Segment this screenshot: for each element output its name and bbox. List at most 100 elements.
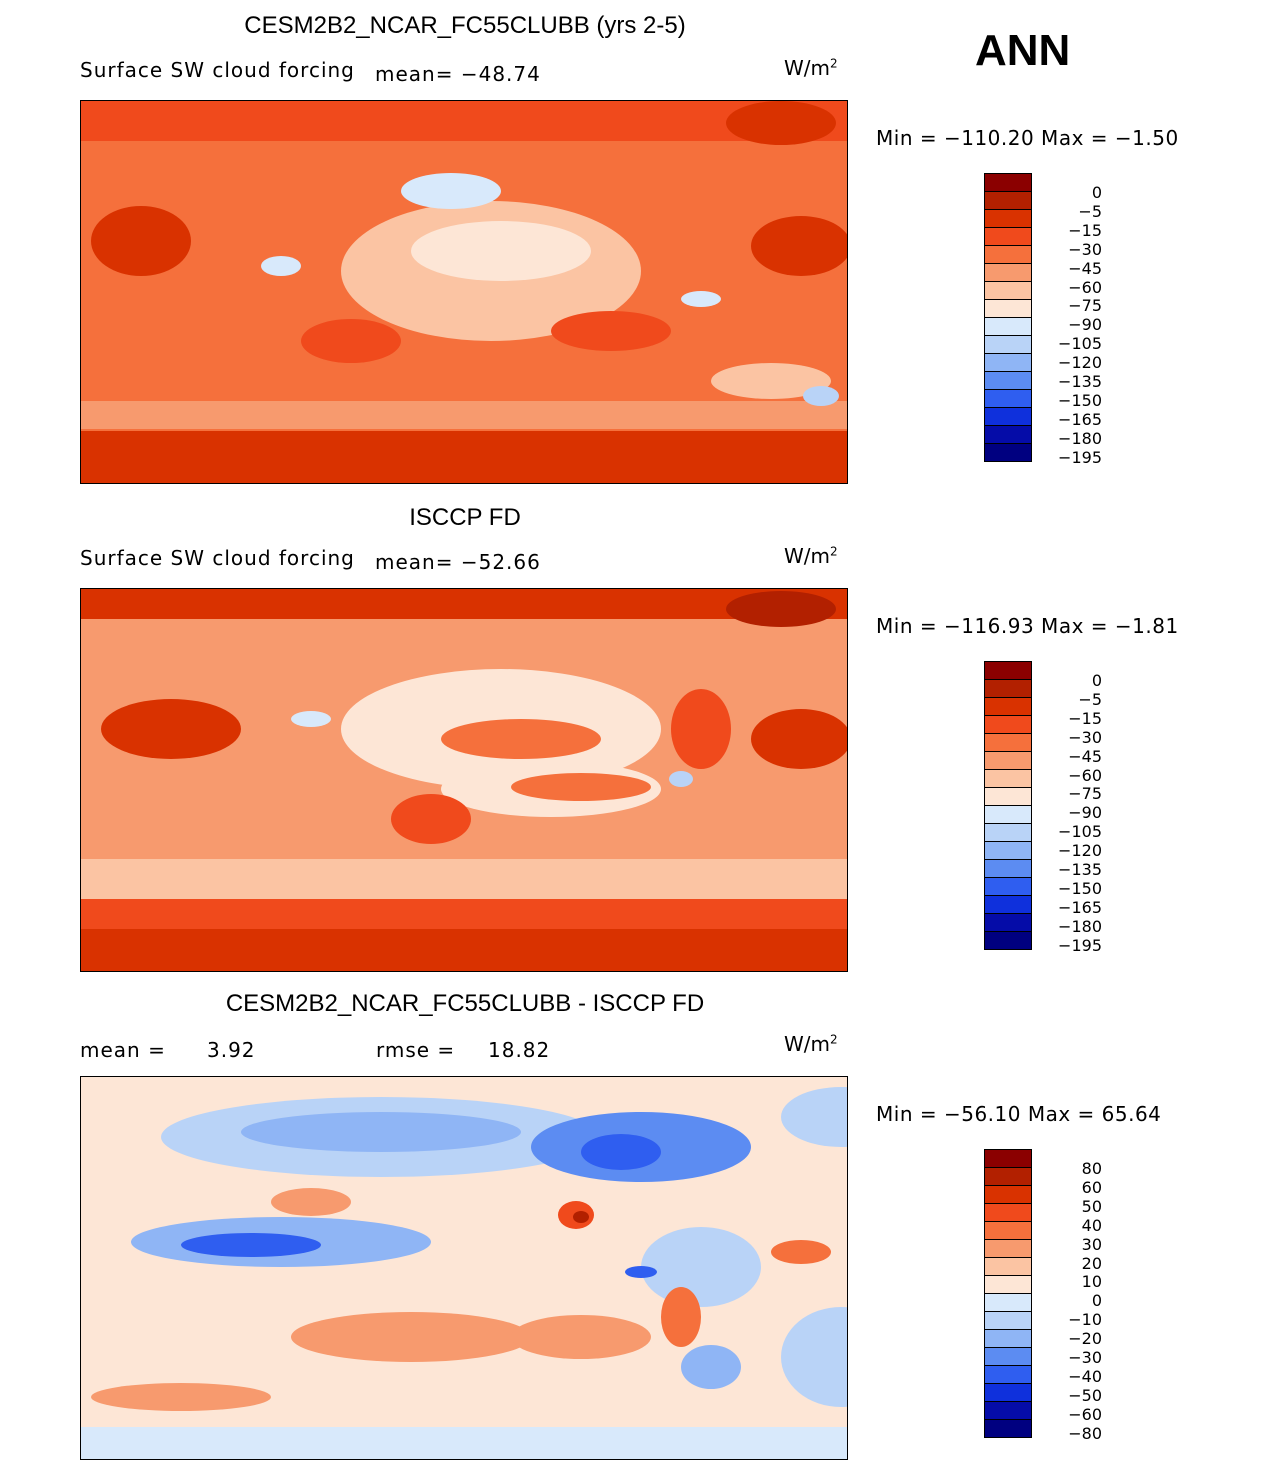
colorbar-swatch <box>984 1293 1032 1312</box>
colorbar-swatch <box>984 191 1032 210</box>
panel3-rmse-label: rmse = <box>376 1038 456 1062</box>
colorbar-label: −30 <box>1068 239 1102 259</box>
colorbar-swatch <box>984 1419 1032 1438</box>
colorbar-swatch <box>984 389 1032 408</box>
colorbar-label: −75 <box>1068 296 1102 316</box>
colorbar-label: −195 <box>1058 447 1102 467</box>
colorbar-label: −30 <box>1068 727 1102 747</box>
colorbar-swatch <box>984 823 1032 842</box>
colorbar-label: −180 <box>1058 428 1102 448</box>
colorbar-swatch <box>984 715 1032 734</box>
panel1-title: CESM2B2_NCAR_FC55CLUBB (yrs 2-5) <box>244 12 686 39</box>
colorbar-label: −165 <box>1058 409 1102 429</box>
colorbar-label: 20 <box>1081 1253 1102 1273</box>
colorbar-swatch <box>984 1311 1032 1330</box>
colorbar-swatch <box>984 895 1032 914</box>
colorbar-swatch <box>984 1203 1032 1222</box>
colorbar-swatch <box>984 679 1032 698</box>
colorbar-label: 0 <box>1091 1291 1102 1311</box>
panel3-contour-field <box>81 1077 847 1459</box>
colorbar-label: −75 <box>1068 784 1102 804</box>
colorbar-swatch <box>984 913 1032 932</box>
colorbar-label: −105 <box>1058 334 1102 354</box>
colorbar-label: −150 <box>1058 878 1102 898</box>
colorbar-swatch <box>984 1383 1032 1402</box>
colorbar-label: −30 <box>1068 1348 1102 1367</box>
colorbar-label: −40 <box>1068 1366 1102 1386</box>
colorbar-swatch <box>984 443 1032 462</box>
colorbar-swatch <box>984 1275 1032 1294</box>
colorbar-swatch <box>984 841 1032 860</box>
colorbar-label: −105 <box>1058 822 1102 842</box>
colorbar-label: −120 <box>1058 841 1102 861</box>
panel1-minmax: Min = −110.20 Max = −1.50 <box>876 126 1179 150</box>
colorbar-label: −60 <box>1068 765 1102 785</box>
panel2-colorbar <box>984 661 1032 950</box>
colorbar-label: 10 <box>1081 1272 1102 1292</box>
colorbar-label: 50 <box>1081 1196 1102 1216</box>
panel1-colorbar <box>984 173 1032 462</box>
colorbar-swatch <box>984 859 1032 878</box>
colorbar-label: −60 <box>1068 277 1102 297</box>
panel1-units: W/m2 <box>784 56 838 80</box>
colorbar-swatch <box>984 787 1032 806</box>
colorbar-swatch <box>984 733 1032 752</box>
colorbar-swatch <box>984 263 1032 282</box>
panel1-contour-field <box>81 101 847 483</box>
colorbar-label: 60 <box>1081 1177 1102 1197</box>
panel2-units: W/m2 <box>784 544 838 568</box>
colorbar-swatch <box>984 661 1032 680</box>
colorbar-label: −120 <box>1058 353 1102 373</box>
panel3-title: CESM2B2_NCAR_FC55CLUBB - ISCCP FD <box>225 990 705 1017</box>
colorbar-label: −5 <box>1078 201 1102 221</box>
colorbar-swatch <box>984 209 1032 228</box>
colorbar-swatch <box>984 425 1032 444</box>
colorbar-swatch <box>984 299 1032 318</box>
panel3-units: W/m2 <box>784 1032 838 1056</box>
colorbar-label: −90 <box>1068 315 1102 335</box>
colorbar-swatch <box>984 1239 1032 1258</box>
colorbar-swatch <box>984 245 1032 264</box>
panel2-map <box>80 588 848 972</box>
colorbar-swatch <box>984 1257 1032 1276</box>
colorbar-swatch <box>984 769 1032 788</box>
colorbar-swatch <box>984 1329 1032 1348</box>
colorbar-swatch <box>984 751 1032 770</box>
colorbar-swatch <box>984 335 1032 354</box>
colorbar-label: 0 <box>1091 671 1102 690</box>
panel2-minmax: Min = −116.93 Max = −1.81 <box>876 614 1179 638</box>
colorbar-label: −165 <box>1058 897 1102 917</box>
colorbar-swatch <box>984 317 1032 336</box>
colorbar-swatch <box>984 805 1032 824</box>
panel1-variable: Surface SW cloud forcing <box>80 58 355 82</box>
colorbar-label: −50 <box>1068 1385 1102 1405</box>
panel2-contour-field <box>81 589 847 971</box>
colorbar-swatch <box>984 1401 1032 1420</box>
colorbar-swatch <box>984 173 1032 192</box>
colorbar-swatch <box>984 1185 1032 1204</box>
season-label: ANN <box>975 26 1071 75</box>
colorbar-label: 30 <box>1081 1234 1102 1254</box>
colorbar-label: −180 <box>1058 916 1102 936</box>
colorbar-swatch <box>984 353 1032 372</box>
colorbar-label: 0 <box>1091 183 1102 202</box>
colorbar-label: −20 <box>1068 1329 1102 1349</box>
panel1-map <box>80 100 848 484</box>
colorbar-swatch <box>984 1167 1032 1186</box>
panel2-title: ISCCP FD <box>409 504 521 531</box>
colorbar-swatch <box>984 931 1032 950</box>
colorbar-swatch <box>984 227 1032 246</box>
colorbar-label: −135 <box>1058 860 1102 879</box>
colorbar-swatch <box>984 877 1032 896</box>
panel3-rmse-value: 18.82 <box>488 1038 551 1062</box>
colorbar-label: −80 <box>1068 1423 1102 1443</box>
colorbar-label: −90 <box>1068 803 1102 823</box>
colorbar-label: −15 <box>1068 708 1102 728</box>
colorbar-label: 80 <box>1081 1159 1102 1178</box>
colorbar-swatch <box>984 1221 1032 1240</box>
colorbar-label: −195 <box>1058 935 1102 955</box>
panel2-mean: mean= −52.66 <box>375 550 541 574</box>
colorbar-swatch <box>984 1149 1032 1168</box>
colorbar-swatch <box>984 1347 1032 1366</box>
colorbar-label: −150 <box>1058 390 1102 410</box>
